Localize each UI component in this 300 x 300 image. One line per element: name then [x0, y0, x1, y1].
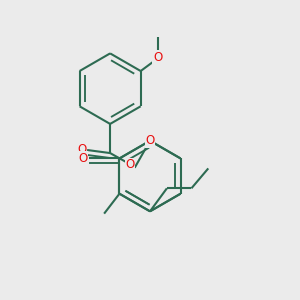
- Text: O: O: [78, 152, 87, 165]
- Text: O: O: [153, 51, 162, 64]
- Text: O: O: [77, 143, 86, 157]
- Text: O: O: [146, 134, 154, 147]
- Text: O: O: [125, 158, 135, 171]
